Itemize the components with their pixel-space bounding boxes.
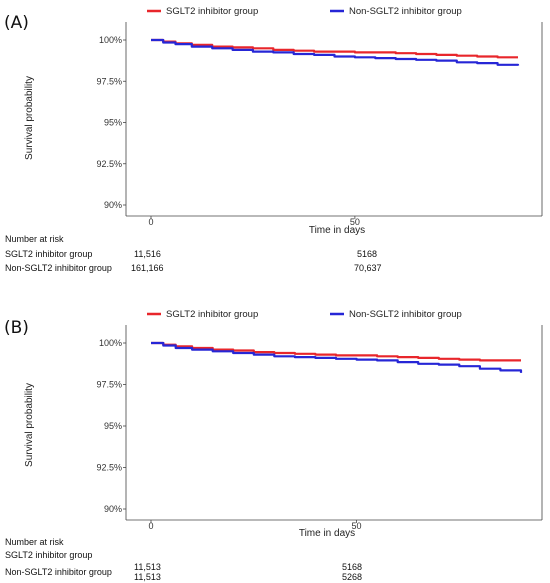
- plot-lines: [151, 341, 523, 373]
- y-tick-label: 100%: [99, 35, 122, 45]
- legend-label-sglt2: SGLT2 inhibitor group: [166, 6, 258, 17]
- y-tick-label: 95%: [104, 118, 122, 128]
- y-tick-label: 92.5%: [96, 463, 122, 473]
- risk-row-label-non-sglt2: Non-SGLT2 inhibitor group: [5, 263, 112, 273]
- risk-value-non-sglt2-day0: 11,513: [134, 572, 161, 582]
- y-tick-label: 97.5%: [96, 380, 122, 390]
- legend: SGLT2 inhibitor group Non-SGLT2 inhibito…: [147, 309, 462, 320]
- y-tick-label: 90%: [104, 504, 122, 514]
- x-tick-label: 50: [350, 217, 360, 227]
- risk-value-sglt2-day50: 5168: [357, 249, 377, 259]
- risk-table-title: Number at risk: [5, 234, 64, 244]
- legend: SGLT2 inhibitor group Non-SGLT2 inhibito…: [147, 6, 462, 17]
- risk-value-non-sglt2-day0: 161,166: [131, 263, 164, 273]
- risk-row-label-sglt2: SGLT2 inhibitor group: [5, 550, 92, 560]
- panel-label: (B): [4, 318, 29, 338]
- legend-label-non-sglt2: Non-SGLT2 inhibitor group: [349, 309, 462, 320]
- y-axis-title: Survival probability: [24, 76, 35, 160]
- y-tick-label: 97.5%: [96, 76, 122, 86]
- risk-table: Number at risk SGLT2 inhibitor group 11,…: [5, 537, 362, 582]
- y-tick-label: 95%: [104, 421, 122, 431]
- risk-value-sglt2-day0: 11,516: [134, 249, 161, 259]
- x-tick-label: 0: [148, 217, 153, 227]
- plot-axes: 100% 97.5% 95% 92.5% 90% 0 50: [96, 325, 543, 531]
- plot-axes: 100% 97.5% 95% 92.5% 90% 0 50: [96, 22, 543, 227]
- risk-table: Number at risk SGLT2 inhibitor group 11,…: [5, 234, 382, 273]
- panel-label: (A): [4, 13, 29, 33]
- y-tick-label: 100%: [99, 338, 122, 348]
- legend-label-sglt2: SGLT2 inhibitor group: [166, 309, 258, 320]
- x-axis-title: Time in days: [299, 528, 355, 539]
- series-line-non-sglt2: [151, 341, 523, 373]
- y-tick-label: 90%: [104, 200, 122, 210]
- risk-row-label-non-sglt2: Non-SGLT2 inhibitor group: [5, 567, 112, 577]
- risk-table-title: Number at risk: [5, 537, 64, 547]
- x-tick-label: 50: [352, 521, 362, 531]
- risk-row-label-sglt2: SGLT2 inhibitor group: [5, 249, 92, 259]
- risk-value-sglt2-day50: 5168: [342, 562, 362, 572]
- series-line-non-sglt2: [151, 38, 520, 66]
- x-axis-title: Time in days: [309, 225, 365, 236]
- risk-value-non-sglt2-day50: 70,637: [354, 263, 382, 273]
- panel-b: (B) SGLT2 inhibitor group Non-SGLT2 inhi…: [4, 309, 543, 582]
- panel-a: (A) SGLT2 inhibitor group Non-SGLT2 inhi…: [4, 6, 543, 273]
- plot-lines: [151, 38, 520, 66]
- x-tick-label: 0: [148, 521, 153, 531]
- risk-value-non-sglt2-day50: 5268: [342, 572, 362, 582]
- y-axis-title: Survival probability: [24, 383, 35, 467]
- risk-value-sglt2-day0: 11,513: [134, 562, 161, 572]
- legend-label-non-sglt2: Non-SGLT2 inhibitor group: [349, 6, 462, 17]
- y-tick-label: 92.5%: [96, 159, 122, 169]
